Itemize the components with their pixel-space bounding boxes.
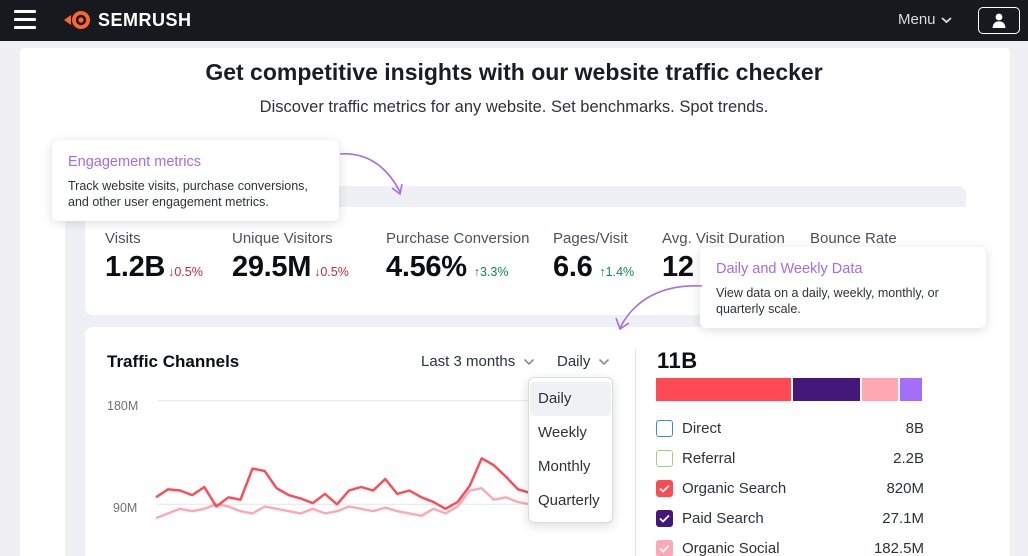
callout-body: Track website visits, purchase conversio… <box>68 179 308 209</box>
y-tick-label: 180M <box>107 399 139 413</box>
channel-name: Organic Social <box>682 539 780 556</box>
checkbox-unchecked-icon[interactable] <box>656 419 673 437</box>
channel-value: 27.1M <box>882 509 924 527</box>
y-tick-label: 90M <box>113 501 138 515</box>
date-range-select[interactable]: Last 3 months <box>421 353 535 370</box>
hamburger-icon[interactable] <box>14 10 36 30</box>
metric-bounce-rate: Bounce Rate <box>810 230 897 247</box>
share-segment-other <box>900 378 922 401</box>
metric-label: Pages/Visit <box>553 230 628 247</box>
channel-row-referral[interactable]: Referral 2.2B <box>656 448 924 468</box>
channel-name: Organic Search <box>682 479 787 497</box>
share-segment-organic-social <box>862 378 898 401</box>
series-line-1 <box>155 486 530 520</box>
traffic-channels-title: Traffic Channels <box>107 352 240 371</box>
channel-name: Direct <box>682 419 722 437</box>
share-segment-organic-search <box>656 378 791 401</box>
metric-label: Bounce Rate <box>810 230 897 247</box>
page-subtitle: Discover traffic metrics for any website… <box>259 98 769 116</box>
chevron-down-icon <box>524 358 535 365</box>
traffic-total: 11B <box>657 348 698 373</box>
page-title: Get competitive insights with our websit… <box>205 59 823 85</box>
metric-unique-visitors: Unique Visitors 29.5M ↓0.5% <box>232 230 349 284</box>
dropdown-option-daily[interactable]: Daily <box>530 382 611 416</box>
checkbox-checked-icon[interactable] <box>656 509 673 527</box>
series-line-0 <box>155 457 530 511</box>
curved-arrow-icon <box>615 285 703 331</box>
metric-delta-down: ↓0.5% <box>314 265 349 279</box>
checkbox-unchecked-icon[interactable] <box>656 449 673 467</box>
metric-avg-visit-duration: Avg. Visit Duration 12 <box>662 230 785 284</box>
channel-row-organic-social[interactable]: Organic Social 182.5M <box>656 538 924 556</box>
channel-value: 8B <box>905 419 924 437</box>
dropdown-option-weekly[interactable]: Weekly <box>538 424 587 441</box>
chevron-down-icon <box>940 16 952 23</box>
granularity-value: Daily <box>557 353 591 370</box>
top-nav-bar: SEMRUSH Menu <box>0 0 1028 41</box>
channel-value: 182.5M <box>873 539 924 556</box>
daily-weekly-data-callout: Daily and Weekly Data View data on a dai… <box>700 247 986 328</box>
granularity-select[interactable]: Daily <box>557 353 610 370</box>
channel-share-bar <box>656 378 924 401</box>
channel-row-paid-search[interactable]: Paid Search 27.1M <box>656 508 924 528</box>
metric-value: 29.5M <box>232 251 312 283</box>
channel-name: Referral <box>682 449 736 467</box>
checkbox-checked-icon[interactable] <box>656 539 673 556</box>
metric-delta-down: ↓0.5% <box>168 265 203 279</box>
curved-arrow-icon <box>339 153 403 196</box>
channel-value: 820M <box>886 479 924 497</box>
channel-row-organic-search[interactable]: Organic Search 820M <box>656 478 924 498</box>
user-icon <box>992 13 1006 28</box>
channel-row-direct[interactable]: Direct 8B <box>656 418 924 438</box>
engagement-metrics-callout: Engagement metrics Track website visits,… <box>52 140 339 221</box>
metric-label: Avg. Visit Duration <box>662 230 785 247</box>
channel-value: 2.2B <box>893 449 924 467</box>
traffic-line-chart <box>155 400 530 520</box>
semrush-logo[interactable]: SEMRUSH <box>62 9 192 31</box>
brand-name: SEMRUSH <box>98 9 192 30</box>
metric-value: 12 <box>662 251 694 283</box>
section-divider <box>635 349 636 556</box>
user-account-button[interactable] <box>978 7 1020 34</box>
metric-pages-per-visit: Pages/Visit 6.6 ↑1.4% <box>553 230 634 284</box>
share-segment-paid-search <box>793 378 860 401</box>
metric-visits: Visits 1.2B ↓0.5% <box>105 230 203 284</box>
semrush-fireball-logo <box>64 11 90 29</box>
metric-label: Visits <box>105 230 141 247</box>
checkbox-checked-icon[interactable] <box>656 479 673 497</box>
callout-body: View data on a daily, weekly, monthly, o… <box>716 286 939 316</box>
callout-title: Engagement metrics <box>68 154 201 170</box>
granularity-dropdown-menu: Daily Weekly Monthly Quarterly <box>528 377 613 523</box>
menu-button[interactable]: Menu <box>898 11 952 28</box>
dropdown-option-monthly[interactable]: Monthly <box>538 458 591 475</box>
metric-value: 1.2B <box>105 251 166 283</box>
metric-value: 4.56% <box>386 251 467 283</box>
date-range-value: Last 3 months <box>421 353 516 370</box>
dropdown-option-quarterly[interactable]: Quarterly <box>538 492 600 509</box>
channel-name: Paid Search <box>682 509 764 527</box>
metric-purchase-conversion: Purchase Conversion 4.56% ↑3.3% <box>386 230 529 284</box>
callout-title: Daily and Weekly Data <box>716 261 863 277</box>
metric-value: 6.6 <box>553 251 593 283</box>
metric-delta-up: ↑3.3% <box>473 265 509 279</box>
chevron-down-icon <box>599 358 610 365</box>
metric-label: Purchase Conversion <box>386 230 530 247</box>
metric-delta-up: ↑1.4% <box>599 265 635 279</box>
menu-label: Menu <box>898 11 936 28</box>
metric-label: Unique Visitors <box>232 230 333 247</box>
